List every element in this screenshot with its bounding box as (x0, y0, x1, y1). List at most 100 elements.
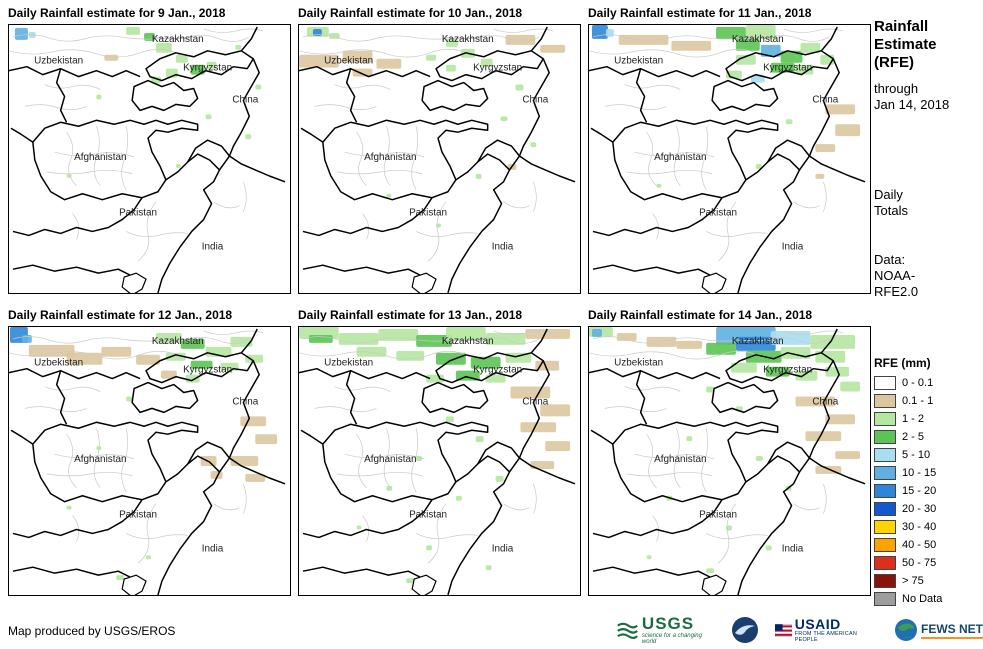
rain-patch (795, 370, 818, 381)
rain-patch (815, 173, 825, 179)
legend-row: 0.1 - 1 (874, 392, 980, 410)
rain-patch (28, 344, 75, 357)
fewsnet-logo-text: FEWS NET (921, 622, 983, 639)
legend-row: 20 - 30 (874, 500, 980, 518)
legend-swatch (874, 466, 896, 480)
country-label: Pakistan (119, 510, 157, 521)
rain-patch (780, 50, 803, 63)
legend-row: 5 - 10 (874, 446, 980, 464)
rain-patch (795, 64, 814, 75)
legend-row: 15 - 20 (874, 482, 980, 500)
rain-patch (671, 40, 712, 51)
rain-patch (376, 58, 402, 69)
rain-patch (716, 26, 746, 39)
map-canvas: Kazakhstan Uzbekistan Kyrgyzstan China Afgha… (9, 327, 286, 595)
rain-patch (618, 34, 669, 45)
legend-row: 0 - 0.1 (874, 374, 980, 392)
rain-patch (455, 495, 462, 501)
legend-row: > 75 (874, 572, 980, 590)
map-canvas: Kazakhstan Uzbekistan Kyrgyzstan China Afgha… (9, 26, 286, 293)
rain-patch (240, 416, 267, 427)
legend-row: 10 - 15 (874, 464, 980, 482)
country-labels: Kazakhstan Uzbekistan Kyrgyzstan China Afgha… (34, 336, 259, 554)
usgs-logo-text: USGS (641, 614, 695, 633)
rain-patch (206, 61, 217, 70)
country-label: Afghanistan (654, 152, 706, 163)
rain-patch (445, 416, 454, 423)
rain-patch (530, 461, 555, 469)
report-period: Daily Totals (874, 187, 908, 218)
map-canvas: Kazakhstan Uzbekistan Kyrgyzstan China Afgha… (299, 26, 576, 293)
rain-patch (485, 332, 526, 345)
noaa-logo (731, 616, 759, 644)
country-label: Kyrgyzstan (183, 63, 232, 74)
rain-patch (805, 431, 842, 442)
legend-swatch (874, 412, 896, 426)
map-grid: Daily Rainfall estimate for 9 Jan., 2018… (8, 6, 878, 596)
country-label: Uzbekistan (324, 358, 373, 369)
rain-patch (485, 374, 506, 383)
panel-title: Daily Rainfall estimate for 12 Jan., 201… (8, 308, 233, 322)
rain-patch (245, 473, 266, 482)
rain-patch (800, 42, 821, 53)
usaid-tagline: FROM THE AMERICAN PEOPLE (794, 631, 857, 643)
rain-patch (656, 183, 662, 188)
country-label: Afghanistan (74, 454, 126, 465)
country-label: India (782, 241, 804, 252)
rain-patch (235, 44, 242, 50)
rain-patch (485, 565, 492, 571)
rain-patch (205, 114, 212, 120)
rain-patch (726, 525, 732, 531)
sidebar: Rainfall Estimate (RFE) through Jan 14, … (874, 18, 980, 608)
rain-patch (190, 360, 213, 369)
country-label: Kazakhstan (732, 336, 784, 347)
legend-swatch (874, 430, 896, 444)
country-label: Pakistan (699, 510, 737, 521)
rain-patch (706, 386, 715, 393)
rain-patch (21, 334, 32, 343)
country-label: Uzbekistan (324, 56, 373, 67)
country-label: China (232, 94, 258, 105)
legend-swatch (874, 484, 896, 498)
legend-label: 2 - 5 (902, 431, 925, 443)
country-label: Kyrgyzstan (473, 365, 522, 376)
usaid-flag-icon (774, 623, 792, 637)
rain-patch (445, 38, 458, 47)
rain-patch (605, 28, 614, 37)
legend-label: No Data (902, 593, 943, 605)
rain-patch (540, 44, 566, 53)
rain-patch (540, 404, 571, 417)
rain-patch (730, 362, 757, 373)
legend-swatch (874, 376, 896, 390)
rain-patch (825, 104, 856, 115)
legend-row: 30 - 40 (874, 518, 980, 536)
rainfall-map: Kazakhstan Uzbekistan Kyrgyzstan China Afgha… (588, 24, 871, 294)
rain-patch (591, 328, 602, 337)
rain-patch (445, 64, 456, 72)
legend-row: 50 - 75 (874, 554, 980, 572)
rain-patch (66, 352, 103, 365)
map-canvas: Kazakhstan Uzbekistan Kyrgyzstan China Afgha… (589, 327, 866, 595)
rain-patch (616, 332, 637, 341)
rain-patch (735, 54, 756, 65)
country-labels: Kazakhstan Uzbekistan Kyrgyzstan China Afgha… (324, 336, 549, 554)
rain-patch (840, 381, 861, 392)
country-label: Kyrgyzstan (183, 365, 232, 376)
rain-patch (180, 338, 205, 349)
rain-patch (470, 356, 501, 369)
rainfall-map: Kazakhstan Uzbekistan Kyrgyzstan China Afgha… (8, 24, 291, 294)
legend-swatch (874, 574, 896, 588)
map-panel: Daily Rainfall estimate for 9 Jan., 2018… (8, 6, 291, 294)
panel-title: Daily Rainfall estimate for 14 Jan., 201… (588, 308, 813, 322)
country-label: India (492, 543, 514, 554)
rain-patch (255, 84, 262, 90)
legend-swatch (874, 448, 896, 462)
rain-patch (160, 370, 177, 379)
rain-patch (646, 555, 652, 560)
rainfall-map: Kazakhstan Uzbekistan Kyrgyzstan China Afgha… (588, 326, 871, 596)
rain-patch (475, 436, 484, 443)
rain-patch (480, 58, 493, 67)
rain-patch (386, 485, 393, 491)
country-label: China (812, 94, 838, 105)
country-label: Pakistan (409, 510, 447, 521)
